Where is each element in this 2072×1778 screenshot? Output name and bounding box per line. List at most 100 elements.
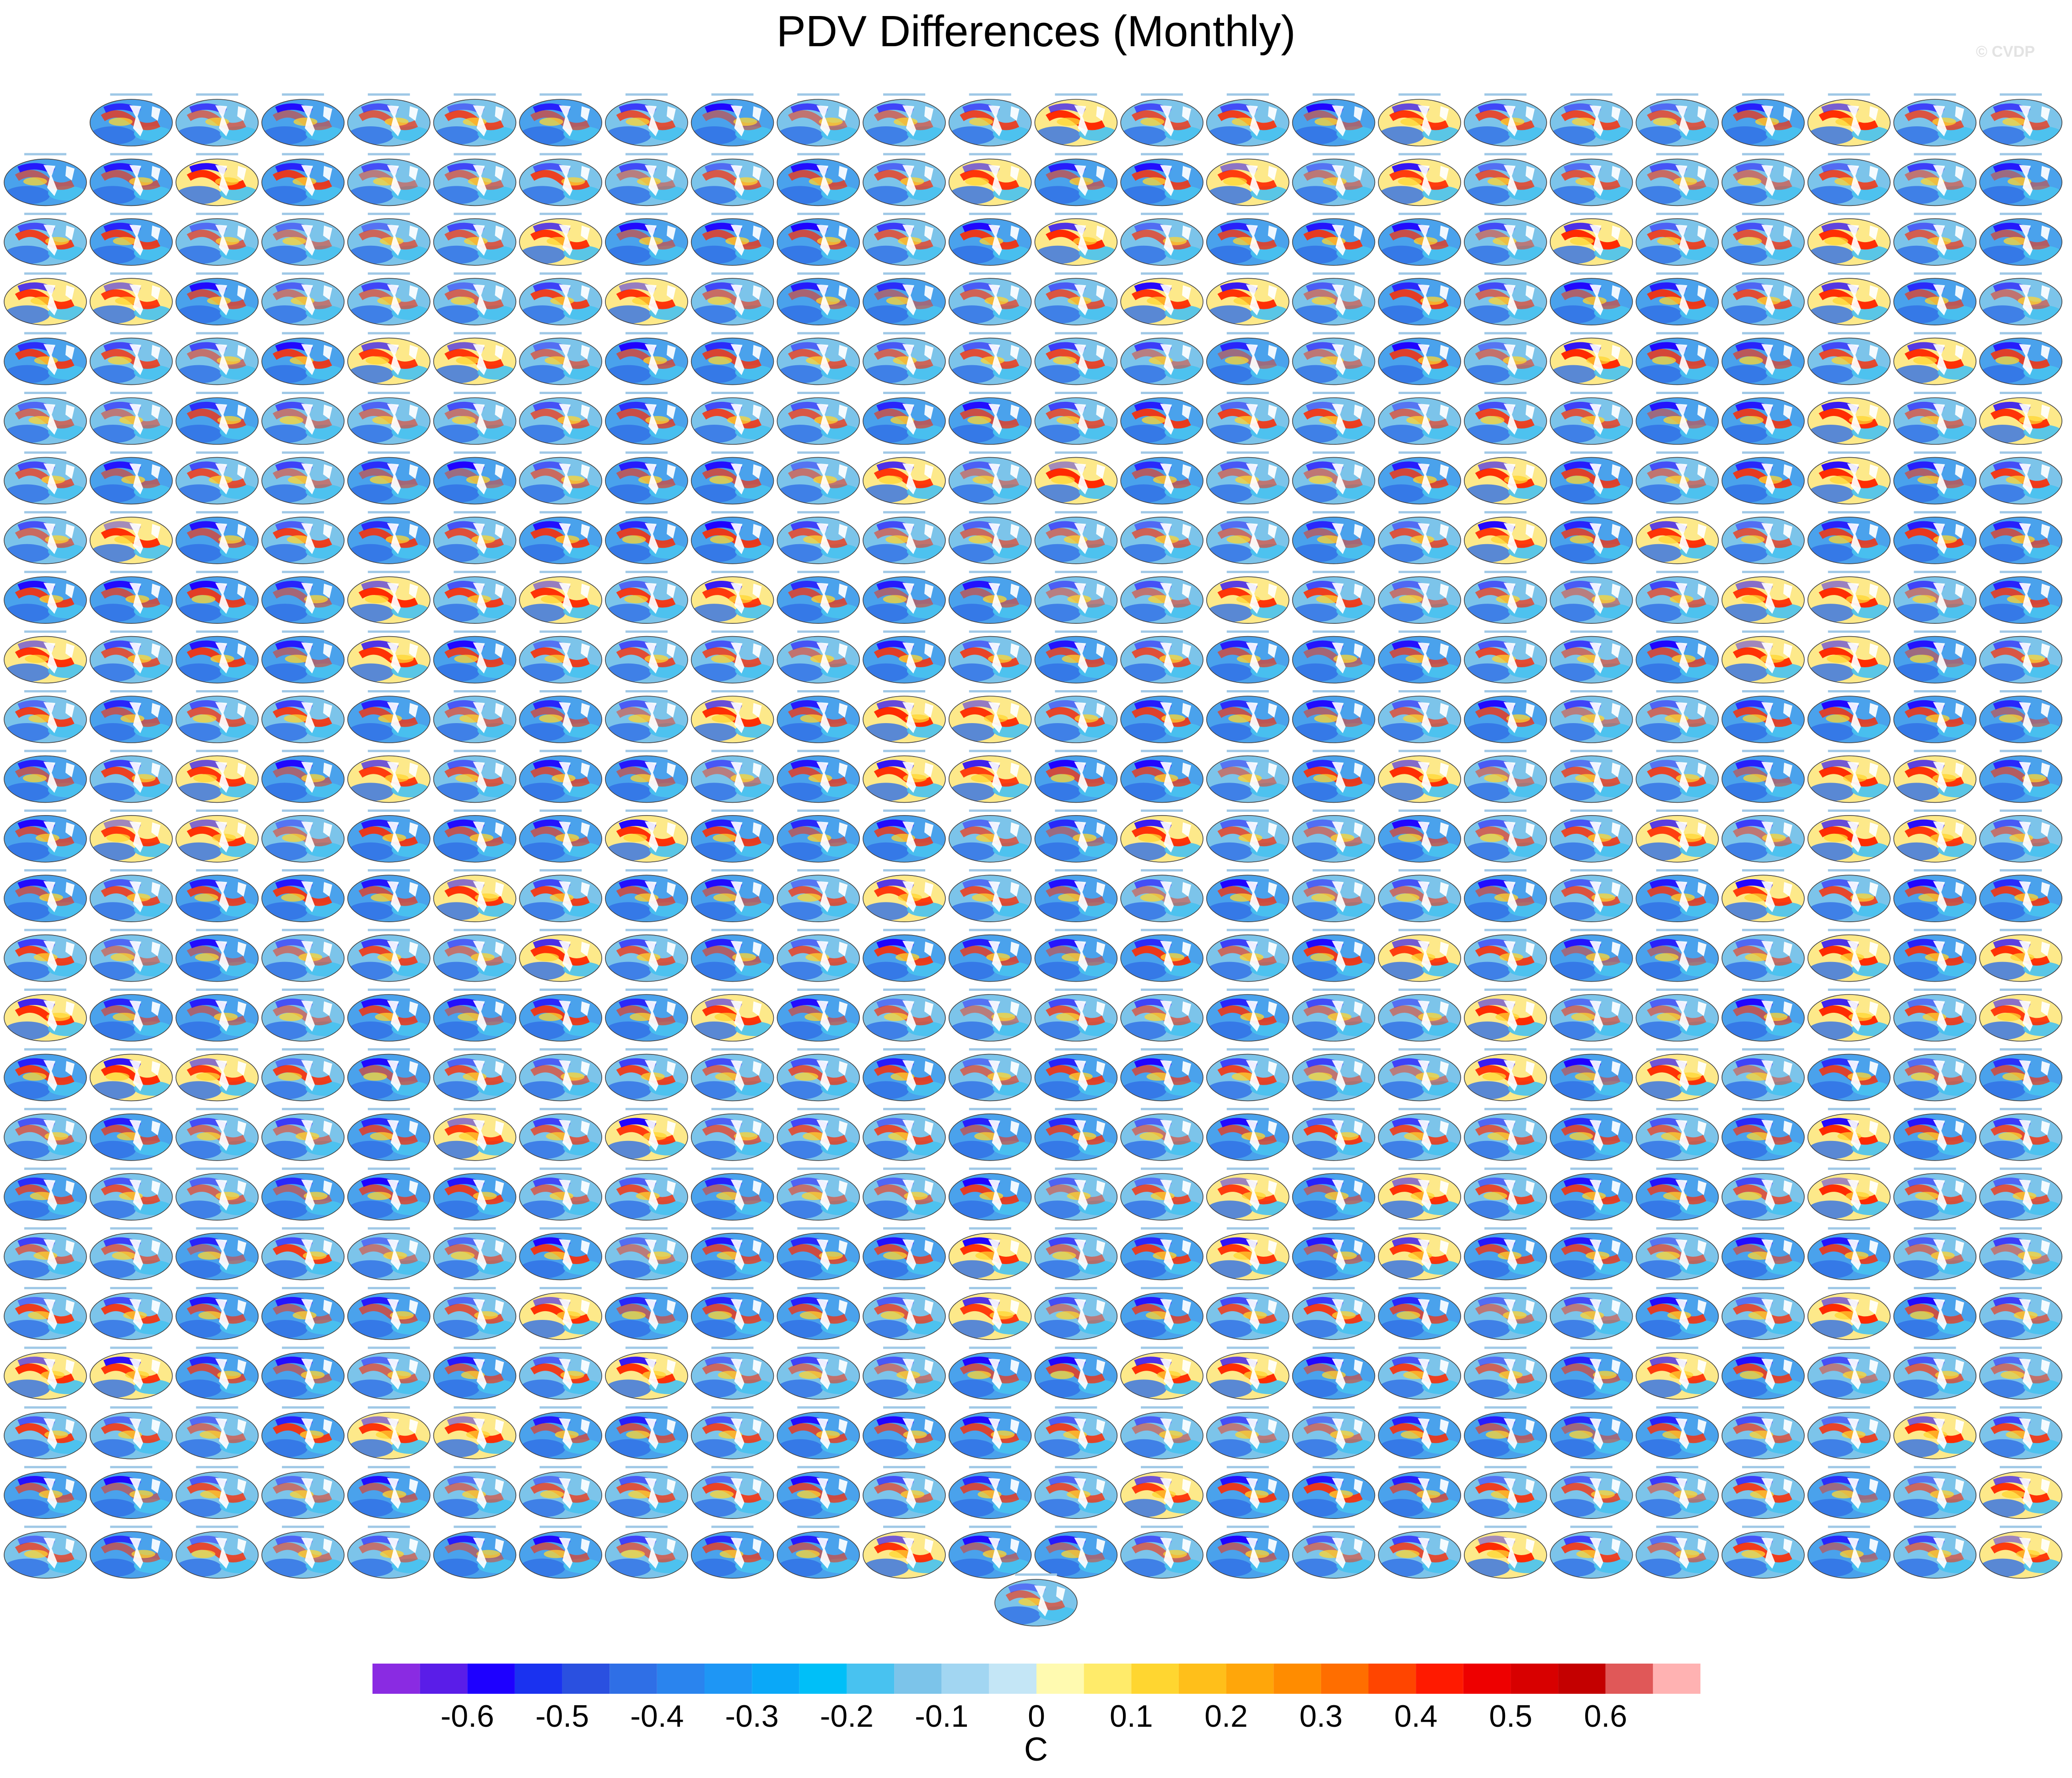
map-panel-199	[691, 571, 774, 624]
map-panel-109	[1206, 332, 1290, 385]
colorbar-tick-label: 0.5	[1489, 1699, 1532, 1734]
map-panel-208	[1464, 571, 1547, 624]
map-panel-181	[1206, 511, 1290, 564]
colorbar-swatch-16	[1131, 1664, 1179, 1694]
map-panel-189	[1893, 511, 1977, 564]
map-panel-388	[433, 1048, 517, 1102]
map-panel-282	[1635, 750, 1719, 803]
map-panel-436	[433, 1167, 517, 1221]
map-panel-471	[1378, 1227, 1461, 1281]
map-panel-306	[1635, 809, 1719, 863]
map-panel-348	[1120, 929, 1203, 982]
map-panel-571	[1721, 1466, 1805, 1519]
map-panel-160	[1464, 451, 1547, 505]
map-panel-246	[605, 690, 688, 743]
map-panel-481	[175, 1287, 259, 1340]
map-panel-488	[777, 1287, 860, 1340]
map-panel-134	[1292, 392, 1376, 445]
map-panel-582	[605, 1525, 688, 1579]
map-panel-138	[1635, 392, 1719, 445]
map-panel-15	[1378, 93, 1461, 146]
colorbar-swatch-14	[1036, 1664, 1084, 1694]
map-panel-36	[1120, 153, 1203, 206]
map-panel-558	[605, 1466, 688, 1519]
map-panel-581	[519, 1525, 602, 1579]
map-panel-319	[691, 869, 774, 922]
map-panel-81	[863, 272, 946, 326]
map-panel-530	[261, 1406, 345, 1459]
map-panel-197	[519, 571, 602, 624]
map-panel-456	[89, 1227, 173, 1281]
map-panel-292	[433, 809, 517, 863]
map-panel-430	[1979, 1108, 2062, 1161]
map-panel-520	[1464, 1346, 1547, 1400]
map-panel-373	[1206, 989, 1290, 1042]
map-panel-203	[1034, 571, 1118, 624]
map-panel-163	[1721, 451, 1805, 505]
map-panel-550	[1979, 1406, 2062, 1459]
map-panel-307	[1721, 809, 1805, 863]
map-panel-318	[605, 869, 688, 922]
colorbar-tick-label: -0.3	[725, 1699, 779, 1734]
map-panel-49	[175, 212, 259, 266]
map-panel-300	[1120, 809, 1203, 863]
map-panel-570	[1635, 1466, 1719, 1519]
map-panel-165	[1893, 451, 1977, 505]
map-panel-580	[433, 1525, 517, 1579]
map-panel-297	[863, 809, 946, 863]
map-panel-107	[1034, 332, 1118, 385]
map-panel-513	[863, 1346, 946, 1400]
map-panel-249	[863, 690, 946, 743]
map-panel-110	[1292, 332, 1376, 385]
map-panel-42	[1635, 153, 1719, 206]
map-panel-196	[433, 571, 517, 624]
map-panel-136	[1464, 392, 1547, 445]
map-panel-535	[691, 1406, 774, 1459]
chart-title: PDV Differences (Monthly)	[776, 7, 1296, 56]
map-panel-83	[1034, 272, 1118, 326]
map-panel-428	[1807, 1108, 1891, 1161]
map-panel-330	[1635, 869, 1719, 922]
map-panel-32	[777, 153, 860, 206]
map-panel-323	[1034, 869, 1118, 922]
map-panel-145	[175, 451, 259, 505]
map-panel-276	[1120, 750, 1203, 803]
map-panel-434	[261, 1167, 345, 1221]
map-panel-10	[948, 93, 1032, 146]
map-panel-324	[1120, 869, 1203, 922]
map-panel-400	[1464, 1048, 1547, 1102]
map-panel-112	[1464, 332, 1547, 385]
map-panel-167	[4, 511, 87, 564]
map-panel-70	[1979, 212, 2062, 266]
map-panel-55	[691, 212, 774, 266]
map-panel-259	[1721, 690, 1805, 743]
map-panel-229	[1206, 630, 1290, 684]
map-panel-231	[1378, 630, 1461, 684]
map-panel-327	[1378, 869, 1461, 922]
map-panel-425	[1549, 1108, 1633, 1161]
map-panel-44	[1807, 153, 1891, 206]
map-panel-150	[605, 451, 688, 505]
map-panel-433	[175, 1167, 259, 1221]
map-panel-37	[1206, 153, 1290, 206]
map-panel-441	[863, 1167, 946, 1221]
map-panel-251	[1034, 690, 1118, 743]
map-panel-422	[1292, 1108, 1376, 1161]
map-panel-542	[1292, 1406, 1376, 1459]
map-panel-274	[948, 750, 1032, 803]
map-panel-50	[261, 212, 345, 266]
map-panel-221	[519, 630, 602, 684]
map-panel-360	[89, 989, 173, 1042]
map-panel-447	[1378, 1167, 1461, 1221]
map-panel-0	[89, 93, 173, 146]
map-panel-46	[1979, 153, 2062, 206]
map-panel-22	[1979, 93, 2062, 146]
map-panel-504	[89, 1346, 173, 1400]
map-panel-427	[1721, 1108, 1805, 1161]
map-panel-460	[433, 1227, 517, 1281]
map-panel-85	[1206, 272, 1290, 326]
map-panel-554	[261, 1466, 345, 1519]
map-panel-82	[948, 272, 1032, 326]
map-panel-147	[347, 451, 431, 505]
map-panel-125	[519, 392, 602, 445]
